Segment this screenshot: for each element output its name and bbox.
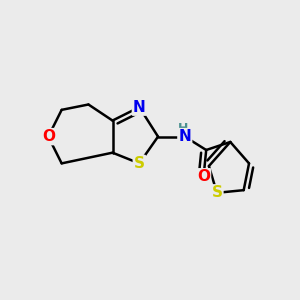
Text: O: O bbox=[197, 169, 210, 184]
Text: N: N bbox=[133, 100, 146, 115]
Text: N: N bbox=[178, 129, 191, 144]
Text: S: S bbox=[212, 185, 222, 200]
Text: O: O bbox=[42, 129, 55, 144]
Text: H: H bbox=[178, 122, 189, 135]
Text: S: S bbox=[134, 156, 145, 171]
